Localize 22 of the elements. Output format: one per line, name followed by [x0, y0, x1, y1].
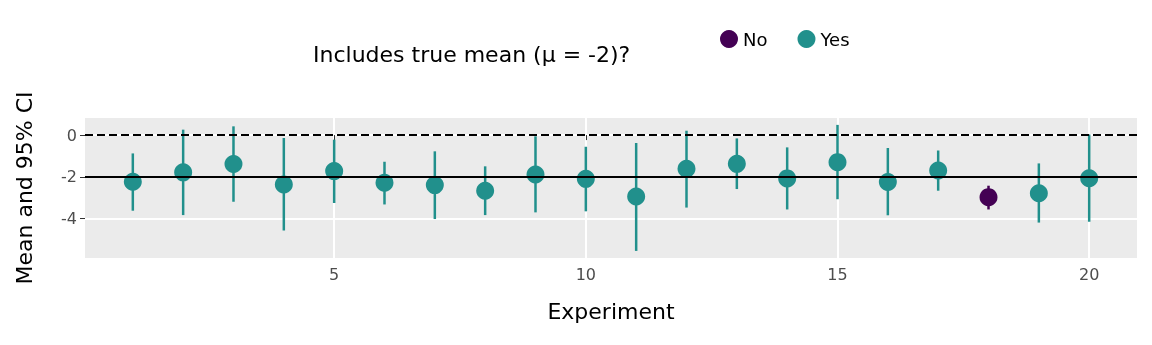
point	[727, 154, 746, 173]
legend-title: Includes true mean (μ = -2)?	[313, 41, 631, 67]
point	[425, 176, 444, 195]
x-tick-label: 10	[575, 264, 597, 284]
point	[274, 175, 293, 194]
y-axis-title: Mean and 95% CI	[11, 91, 37, 285]
legend-label: No	[743, 28, 768, 50]
x-axis-title: Experiment	[547, 298, 675, 324]
x-tick-label: 20	[1079, 264, 1100, 284]
point	[979, 188, 998, 207]
point	[677, 159, 696, 178]
point	[828, 153, 847, 172]
point	[627, 187, 646, 206]
x-tick-label: 5	[329, 264, 340, 284]
y-tick-label: -2	[61, 167, 77, 187]
x-tick-label: 15	[827, 264, 848, 284]
point	[224, 155, 243, 174]
point	[1029, 184, 1048, 203]
y-tick-label: -4	[61, 208, 77, 228]
legend-label: Yes	[819, 28, 850, 50]
y-tick-label: 0	[66, 125, 77, 145]
point	[476, 181, 495, 200]
